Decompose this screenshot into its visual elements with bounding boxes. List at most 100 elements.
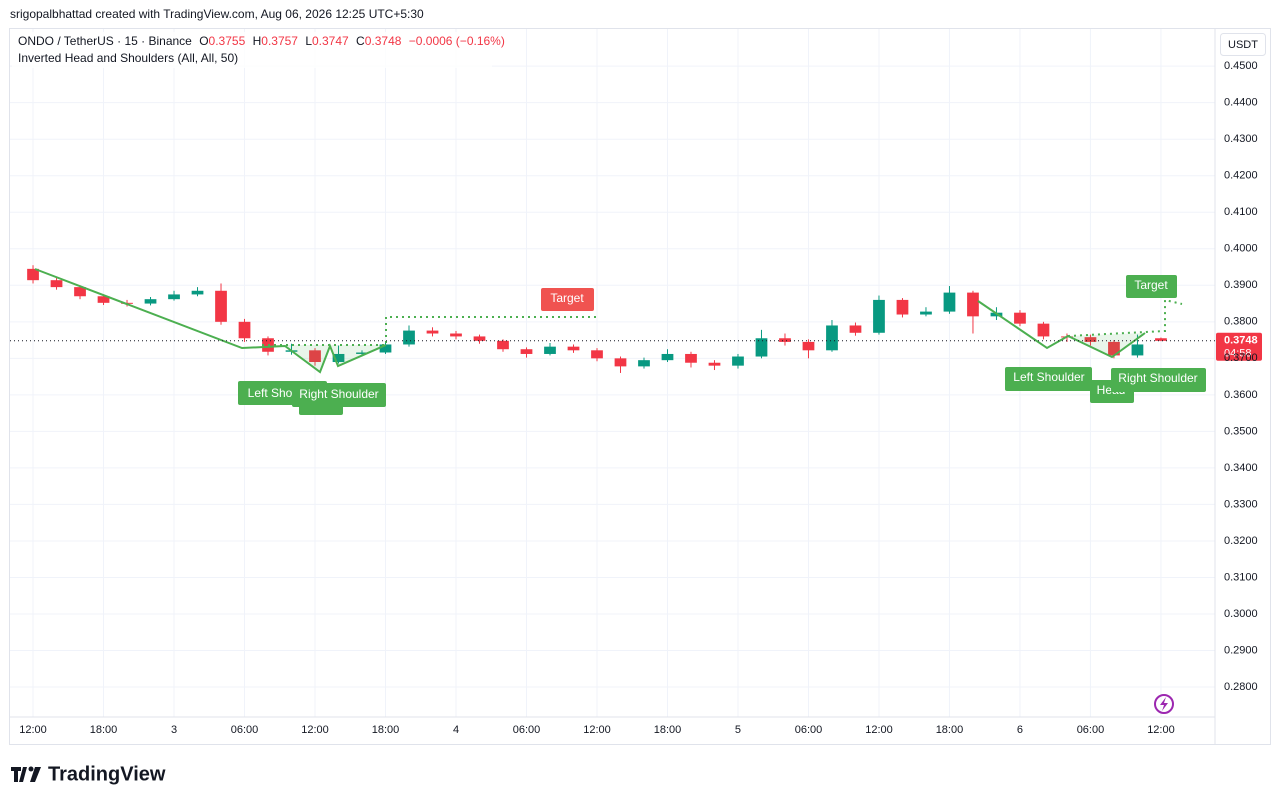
candle-body: [967, 292, 979, 317]
annotation: Left Shoulder: [1005, 367, 1092, 391]
lightning-icon[interactable]: [1154, 694, 1174, 714]
candle-body: [685, 353, 697, 363]
annotation: Target: [541, 288, 594, 311]
candle-body: [849, 325, 862, 333]
candle-body: [191, 290, 204, 295]
candle-body: [168, 294, 180, 300]
y-tick-label: 0.3300: [1224, 498, 1258, 510]
x-tick-label: 06:00: [795, 724, 823, 736]
x-tick-label: 12:00: [19, 724, 47, 736]
candle-body: [732, 356, 744, 366]
y-tick-label: 0.4100: [1224, 206, 1258, 218]
y-tick-label: 0.4000: [1224, 243, 1258, 255]
currency: USDT: [1228, 39, 1258, 51]
annotation: Right Shoulder: [292, 383, 386, 407]
legend-change: −0.0006 (−0.16%): [409, 34, 505, 48]
candle-body: [943, 292, 956, 312]
candle-body: [144, 299, 157, 304]
legend-value: 0.3755: [209, 34, 246, 48]
x-tick-label: 18:00: [936, 724, 964, 736]
currency-box[interactable]: [1220, 33, 1266, 56]
candle-body: [238, 321, 251, 339]
x-tick-label: 06:00: [1077, 724, 1105, 736]
candle-body: [1014, 312, 1026, 324]
y-tick-label: 0.2800: [1224, 681, 1258, 693]
candle-body: [1108, 341, 1120, 356]
logo-text: TradingView: [48, 763, 166, 785]
x-tick-label: 18:00: [372, 724, 400, 736]
candle-body: [802, 341, 815, 351]
legend-key: C: [356, 34, 365, 48]
y-tick-label: 0.3200: [1224, 535, 1258, 547]
candle-body: [896, 299, 909, 315]
legend-bg: [12, 32, 492, 68]
annotation-label: Right Shoulder: [299, 387, 378, 401]
y-tick-label: 0.3800: [1224, 316, 1258, 328]
y-tick-label: 0.3700: [1224, 352, 1258, 364]
x-tick-label: 18:00: [90, 724, 118, 736]
candle-body: [27, 268, 39, 281]
candle-body: [356, 352, 368, 354]
candle-body: [1084, 337, 1097, 342]
candle-body: [50, 280, 63, 288]
candle-body: [403, 330, 415, 345]
pattern: [34, 268, 597, 374]
x-tick-label: 06:00: [513, 724, 541, 736]
x-tick-label: 12:00: [1147, 724, 1175, 736]
legend-key: L: [305, 34, 312, 48]
y-tick-label: 0.2900: [1224, 644, 1258, 656]
countdown: 04:58: [1224, 348, 1252, 360]
y-tick-label: 0.4400: [1224, 97, 1258, 109]
candle-body: [97, 296, 110, 303]
y-tick-label: 0.3100: [1224, 571, 1258, 583]
legend-value: 0.3748: [365, 34, 402, 48]
x-tick-label: 12:00: [865, 724, 893, 736]
candle-body: [379, 344, 392, 353]
y-tick-label: 0.4300: [1224, 133, 1258, 145]
y-tick-label: 0.3900: [1224, 279, 1258, 291]
candle-body: [309, 350, 321, 362]
candle-body: [332, 353, 345, 362]
annotation-label: Target: [550, 291, 584, 305]
candle-body: [215, 290, 227, 322]
legend-key: O: [199, 34, 208, 48]
candle-body: [567, 346, 580, 351]
candle-body: [873, 299, 885, 333]
y-tick-label: 0.4200: [1224, 170, 1258, 182]
credit: srigopalbhattad created with TradingView…: [10, 7, 424, 21]
symbol: ONDO / TetherUS · 15 · Binance: [18, 34, 192, 48]
annotation-label: Left Shoulder: [1013, 370, 1084, 384]
candle-body: [544, 346, 556, 354]
candles: [27, 265, 1167, 373]
x-tick-label: 6: [1017, 724, 1023, 736]
candle-body: [520, 349, 533, 354]
annotation-label: Left Sho: [248, 386, 293, 400]
y-tick-label: 0.3000: [1224, 608, 1258, 620]
annotation: Right Shoulder: [1111, 368, 1206, 392]
candle-body: [1155, 338, 1167, 341]
candle-body: [74, 287, 86, 297]
legend-text: ONDO / TetherUS · 15 · Binance O0.3755 H…: [18, 34, 505, 48]
grid: [10, 29, 1215, 717]
last-price: 0.3748: [1224, 335, 1258, 347]
candle-body: [1131, 344, 1144, 356]
legend-value: 0.3757: [261, 34, 298, 48]
y-tick-label: 0.3500: [1224, 425, 1258, 437]
candle-body: [920, 311, 932, 315]
annotation-label: Right Shoulder: [1118, 371, 1197, 385]
annotation-label: Target: [1134, 278, 1168, 292]
candle-body: [661, 353, 674, 361]
frame: [9, 28, 1271, 745]
x-tick-label: 12:00: [583, 724, 611, 736]
x-tick-label: 06:00: [231, 724, 259, 736]
candle-body: [1037, 323, 1050, 337]
candle-body: [473, 336, 486, 341]
candle-body: [755, 338, 768, 357]
candle-body: [638, 360, 650, 367]
y-tick-label: 0.3600: [1224, 389, 1258, 401]
annotation: Target: [1126, 275, 1177, 298]
candle-body: [779, 338, 791, 342]
x-tick-label: 18:00: [654, 724, 682, 736]
